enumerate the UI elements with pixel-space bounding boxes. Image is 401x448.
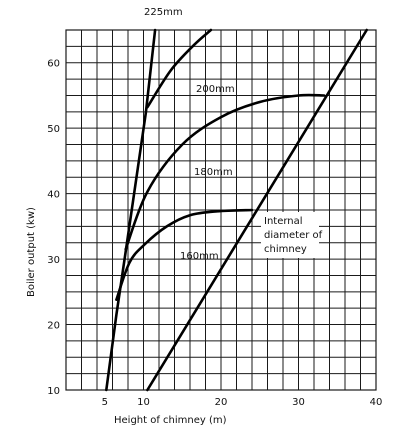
label-200mm: 200mm <box>196 84 235 95</box>
annotation-box <box>261 212 319 258</box>
series-line-160mm <box>146 28 368 392</box>
y-tick-label: 40 <box>47 190 60 201</box>
y-tick-label: 50 <box>47 124 60 135</box>
annotation-line-3: chimney <box>264 244 307 255</box>
series-boundary-line <box>105 28 157 392</box>
x-tick-label: 30 <box>292 397 305 408</box>
series-line-180mm <box>115 208 254 301</box>
y-tick-label: 10 <box>47 386 60 397</box>
x-tick-label: 5 <box>102 397 108 408</box>
curves <box>105 28 368 392</box>
x-axis-label: Height of chimney (m) <box>114 415 227 426</box>
plot-frame <box>65 29 377 391</box>
series-line-225mm <box>146 28 213 109</box>
y-tick-label: 30 <box>47 255 60 266</box>
annotation-line-2: diameter of <box>264 230 323 241</box>
x-tick-label: 20 <box>215 397 228 408</box>
series-line-200mm <box>124 93 326 251</box>
y-axis-label: Boiler output (kw) <box>26 207 37 297</box>
y-tick-label: 60 <box>47 59 60 70</box>
x-tick-label: 40 <box>370 397 383 408</box>
label-160mm: 160mm <box>180 251 219 262</box>
tick-labels: 5 10 20 30 40 10 20 30 40 50 60 <box>47 59 382 408</box>
y-tick-label: 20 <box>47 321 60 332</box>
annotation-line-1: Internal <box>264 216 303 227</box>
label-180mm: 180mm <box>194 167 233 178</box>
x-tick-label: 10 <box>137 397 150 408</box>
label-225mm: 225mm <box>144 7 183 18</box>
